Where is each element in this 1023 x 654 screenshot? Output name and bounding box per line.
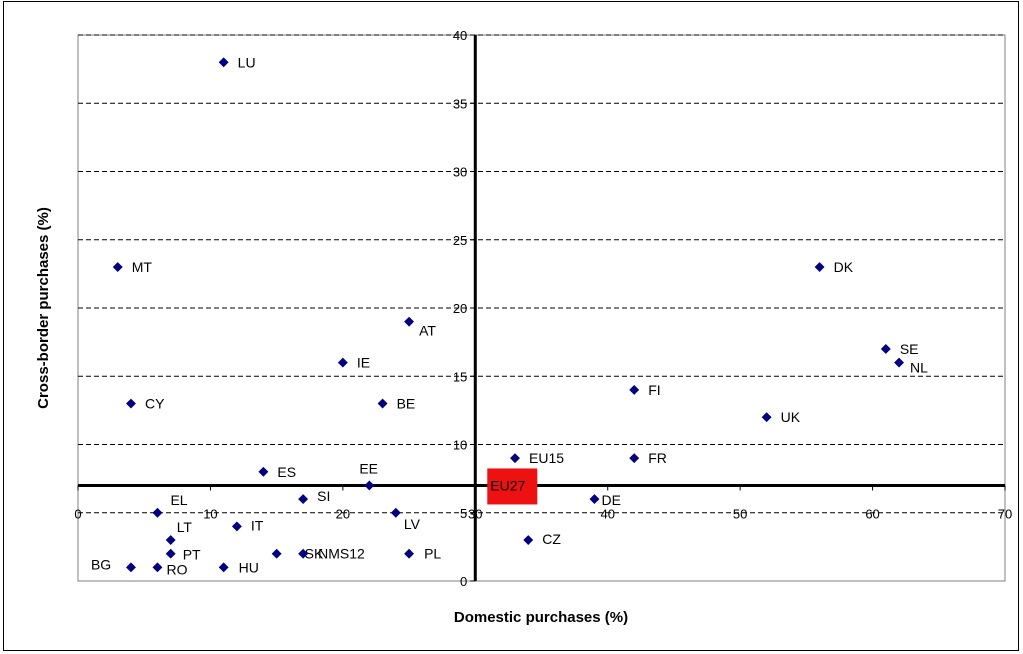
point-cy bbox=[126, 398, 136, 409]
point-se bbox=[880, 344, 891, 354]
point-de bbox=[589, 494, 600, 505]
point-si bbox=[298, 494, 309, 505]
x-tick-label-50: 50 bbox=[733, 506, 747, 521]
point-label-mt: MT bbox=[132, 259, 153, 275]
point-cz bbox=[523, 535, 534, 545]
data-points: LU MT DK AT SE IE NL FI CY BE UK EU15 FR ES EE SI DE EL LV… bbox=[91, 54, 928, 577]
point-dk bbox=[814, 262, 825, 272]
point-mt bbox=[112, 262, 123, 272]
x-tick-label-20: 20 bbox=[336, 506, 350, 521]
x-tick-label-30: 30 bbox=[468, 506, 482, 521]
point-label-se: SE bbox=[900, 341, 919, 357]
point-label-at: AT bbox=[419, 323, 436, 339]
point-bg bbox=[126, 562, 136, 573]
eu27-highlight-box bbox=[487, 468, 538, 505]
point-ro bbox=[152, 562, 163, 573]
x-tick-label-0: 0 bbox=[74, 506, 81, 521]
point-label-bg: BG bbox=[91, 556, 111, 572]
point-el bbox=[152, 507, 163, 518]
y-tick-label-20: 20 bbox=[453, 301, 467, 316]
point-ie bbox=[337, 357, 348, 368]
point-label-be: BE bbox=[397, 396, 416, 412]
point-label-nms12: NMS12 bbox=[318, 546, 365, 562]
point-label-ee: EE bbox=[359, 460, 378, 476]
point-it bbox=[231, 521, 242, 532]
point-eu15 bbox=[510, 453, 520, 464]
point-label-ro: RO bbox=[166, 561, 187, 577]
point-uk bbox=[761, 412, 772, 423]
point-label-fi: FI bbox=[648, 382, 660, 398]
point-label-lt: LT bbox=[177, 519, 193, 535]
y-tick-label-25: 25 bbox=[453, 233, 467, 248]
point-label-es: ES bbox=[277, 464, 296, 480]
y-tick-label-35: 35 bbox=[453, 96, 467, 111]
y-tick-label-15: 15 bbox=[453, 369, 467, 384]
x-tick-label-40: 40 bbox=[600, 506, 614, 521]
point-lt bbox=[165, 535, 176, 545]
y-tick-label-40: 40 bbox=[453, 28, 467, 43]
point-pt bbox=[165, 548, 176, 559]
point-be bbox=[377, 398, 388, 409]
point-label-fr: FR bbox=[648, 450, 667, 466]
point-label-lu: LU bbox=[238, 54, 256, 70]
point-label-sk: SK bbox=[305, 546, 324, 562]
point-es bbox=[258, 466, 269, 477]
point-label-cy: CY bbox=[145, 396, 165, 412]
point-fi bbox=[629, 384, 640, 395]
y-tick-label-5: 5 bbox=[460, 506, 467, 521]
tick-labels: 0 10 20 30 40 50 60 70 0 5 10 15 20 25 30 35 40 bbox=[74, 28, 1012, 589]
point-ee bbox=[364, 480, 375, 491]
point-at bbox=[404, 316, 415, 327]
point-label-it: IT bbox=[251, 517, 264, 533]
point-fr bbox=[629, 453, 640, 464]
point-label-nl: NL bbox=[910, 360, 928, 376]
point-label-cz: CZ bbox=[542, 531, 561, 547]
x-axis-title: Domestic purchases (%) bbox=[454, 609, 628, 626]
eu27-label: EU27 bbox=[490, 477, 525, 493]
y-tick-label-0: 0 bbox=[460, 574, 467, 589]
point-label-eu15: EU15 bbox=[529, 450, 564, 466]
x-tick-label-70: 70 bbox=[998, 506, 1012, 521]
point-sk bbox=[271, 548, 282, 559]
y-axis-title: Cross-border purchases (%) bbox=[35, 207, 52, 409]
point-label-uk: UK bbox=[781, 409, 801, 425]
point-nms12 bbox=[298, 548, 309, 559]
point-hu bbox=[218, 562, 229, 573]
point-pl bbox=[404, 548, 415, 559]
point-label-lv: LV bbox=[404, 516, 421, 532]
point-lu bbox=[218, 57, 229, 68]
point-label-dk: DK bbox=[834, 259, 854, 275]
point-nl bbox=[894, 357, 905, 368]
point-label-de: DE bbox=[601, 492, 620, 508]
point-lv bbox=[390, 507, 401, 518]
x-tick-label-60: 60 bbox=[865, 506, 879, 521]
y-tick-label-30: 30 bbox=[453, 165, 467, 180]
gridlines bbox=[78, 34, 1005, 514]
point-label-hu: HU bbox=[239, 559, 259, 575]
point-label-pt: PT bbox=[183, 547, 201, 563]
point-label-ie: IE bbox=[357, 355, 370, 371]
x-tick-label-10: 10 bbox=[203, 506, 217, 521]
point-label-si: SI bbox=[317, 488, 330, 504]
point-label-el: EL bbox=[170, 492, 187, 508]
point-label-pl: PL bbox=[424, 546, 441, 562]
y-tick-label-10: 10 bbox=[453, 438, 467, 453]
